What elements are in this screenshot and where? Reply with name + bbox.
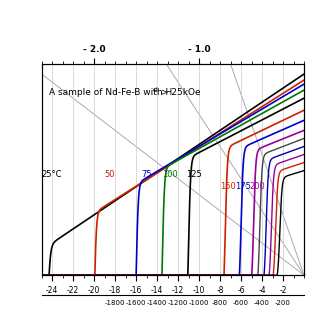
Text: 125: 125: [186, 170, 202, 179]
Text: 75: 75: [141, 170, 152, 179]
Text: 50: 50: [105, 170, 115, 179]
Text: 100: 100: [162, 170, 178, 179]
Text: A sample of Nd-Fe-B with H: A sample of Nd-Fe-B with H: [49, 88, 172, 97]
Text: 200: 200: [249, 182, 265, 191]
Text: 25°C: 25°C: [42, 170, 62, 179]
Text: > 25kOe: > 25kOe: [158, 88, 201, 97]
Text: 150: 150: [220, 182, 236, 191]
Text: 175: 175: [235, 182, 251, 191]
Text: ci: ci: [152, 87, 158, 93]
